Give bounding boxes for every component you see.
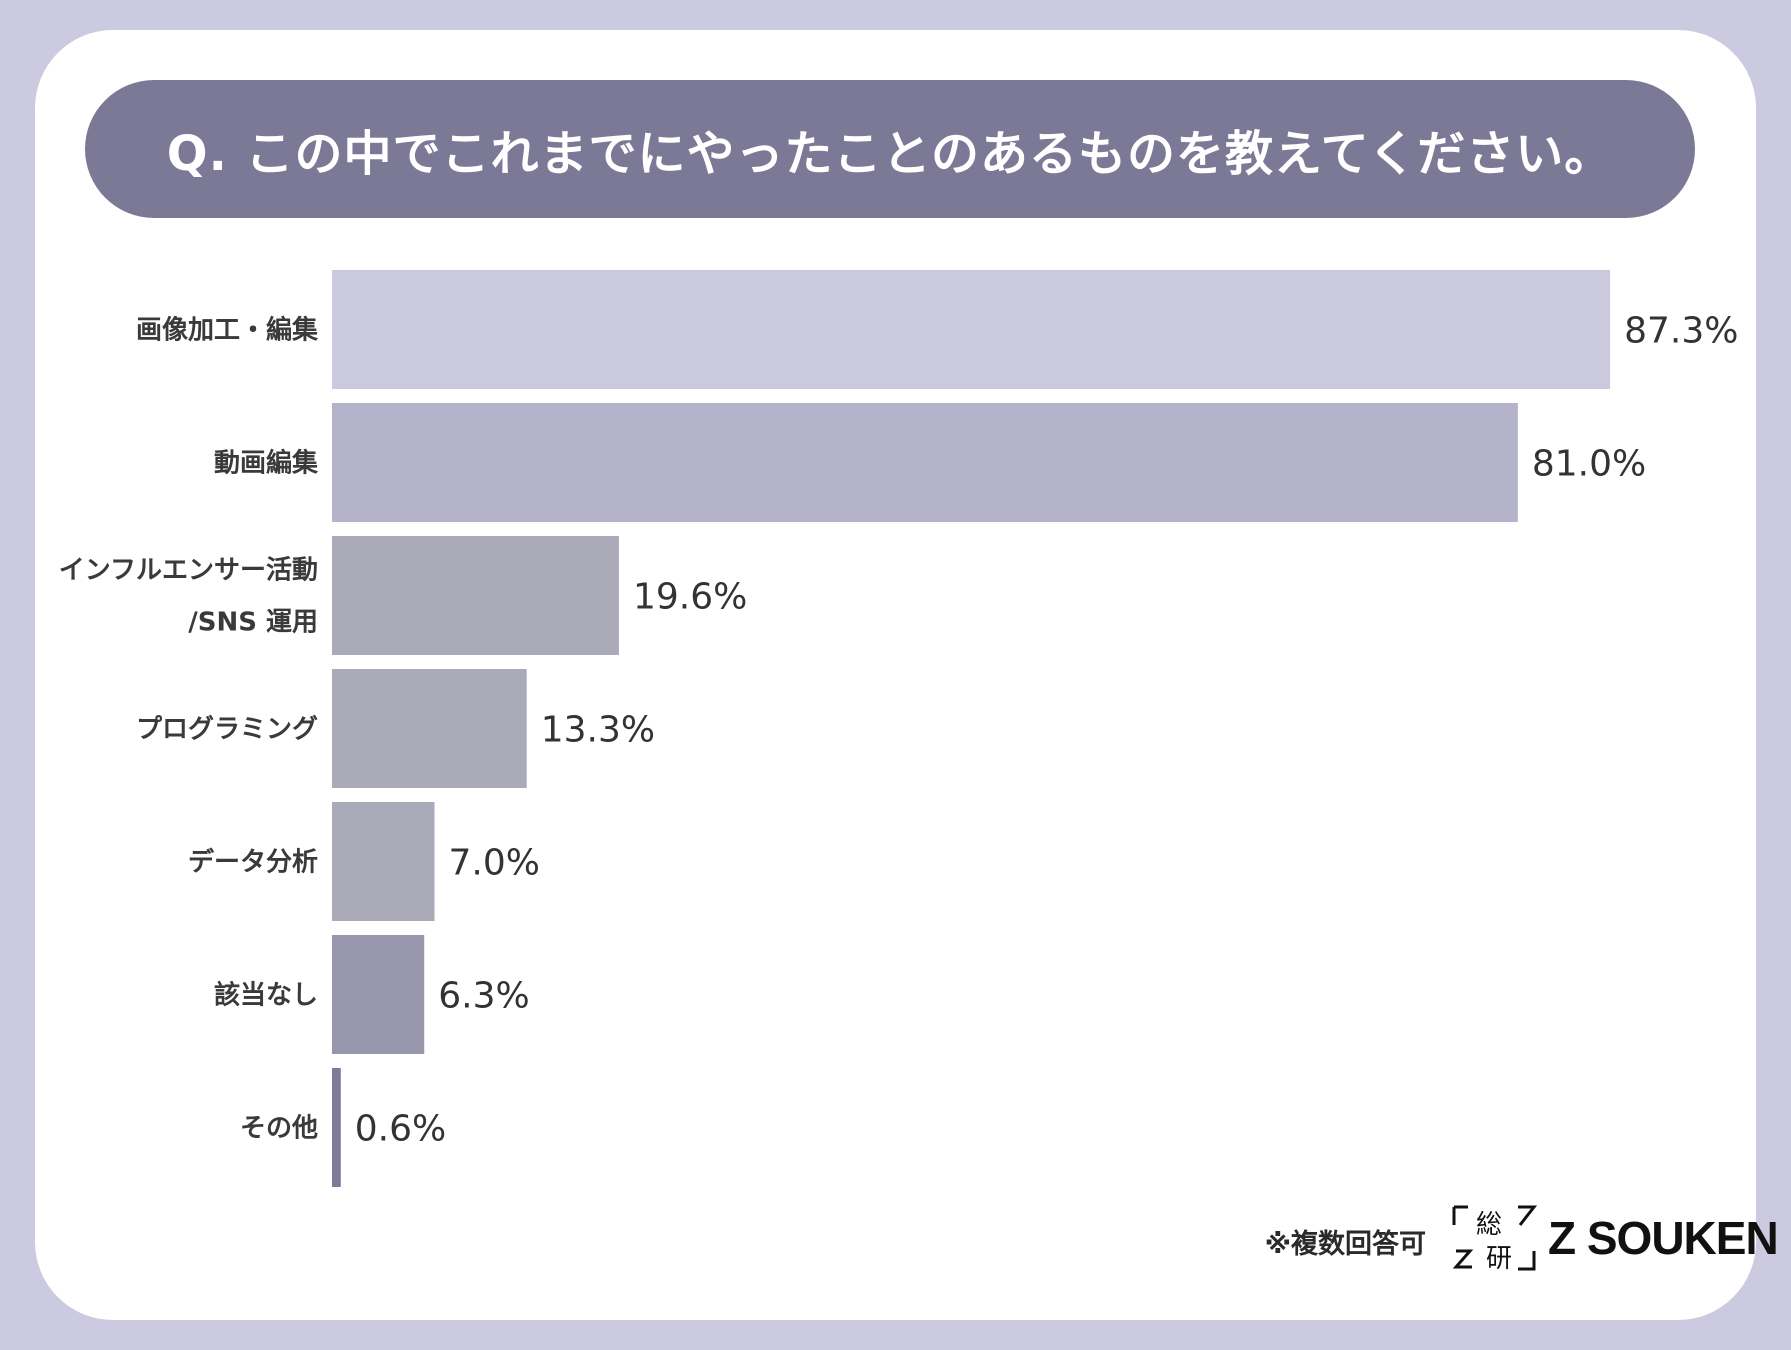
- category-label: 動画編集: [214, 448, 319, 479]
- bar: [332, 802, 435, 921]
- value-label: 7.0%: [448, 843, 539, 884]
- logo-char: 研: [1486, 1244, 1512, 1273]
- category-label: インフルエンサー活動: [59, 556, 318, 586]
- value-label: 13.3%: [541, 710, 655, 751]
- value-label: 6.3%: [438, 976, 529, 1017]
- logo-text: Z SOUKEN: [1548, 1212, 1779, 1264]
- category-label: 該当なし: [214, 980, 318, 1011]
- category-label: 画像加工・編集: [136, 315, 319, 346]
- logo-char: 総: [1476, 1210, 1502, 1240]
- bar: [332, 1068, 341, 1187]
- bar: [332, 270, 1611, 389]
- value-label: 0.6%: [355, 1109, 446, 1150]
- question-banner: Q. この中でこれまでにやったことのあるものを教えてください。: [85, 80, 1695, 218]
- bar: [332, 935, 425, 1054]
- question-title: Q. この中でこれまでにやったことのあるものを教えてください。: [166, 126, 1614, 182]
- category-label: その他: [240, 1114, 318, 1144]
- bar: [332, 669, 527, 788]
- bar: [332, 403, 1518, 522]
- z-souken-logo: 総 研 Z SOUKEN: [1448, 1203, 1779, 1273]
- value-label: 87.3%: [1624, 311, 1738, 352]
- value-label: 81.0%: [1532, 444, 1646, 485]
- bar: [332, 536, 619, 655]
- value-label: 19.6%: [633, 577, 747, 618]
- souken-logo-mark: 総 研: [1452, 1205, 1538, 1273]
- multiple-answer-note: ※複数回答可: [1264, 1229, 1426, 1260]
- chart-card: [35, 30, 1756, 1320]
- category-label: プログラミング: [136, 715, 318, 745]
- category-label: データ分析: [188, 847, 318, 878]
- category-label: /SNS 運用: [188, 608, 318, 638]
